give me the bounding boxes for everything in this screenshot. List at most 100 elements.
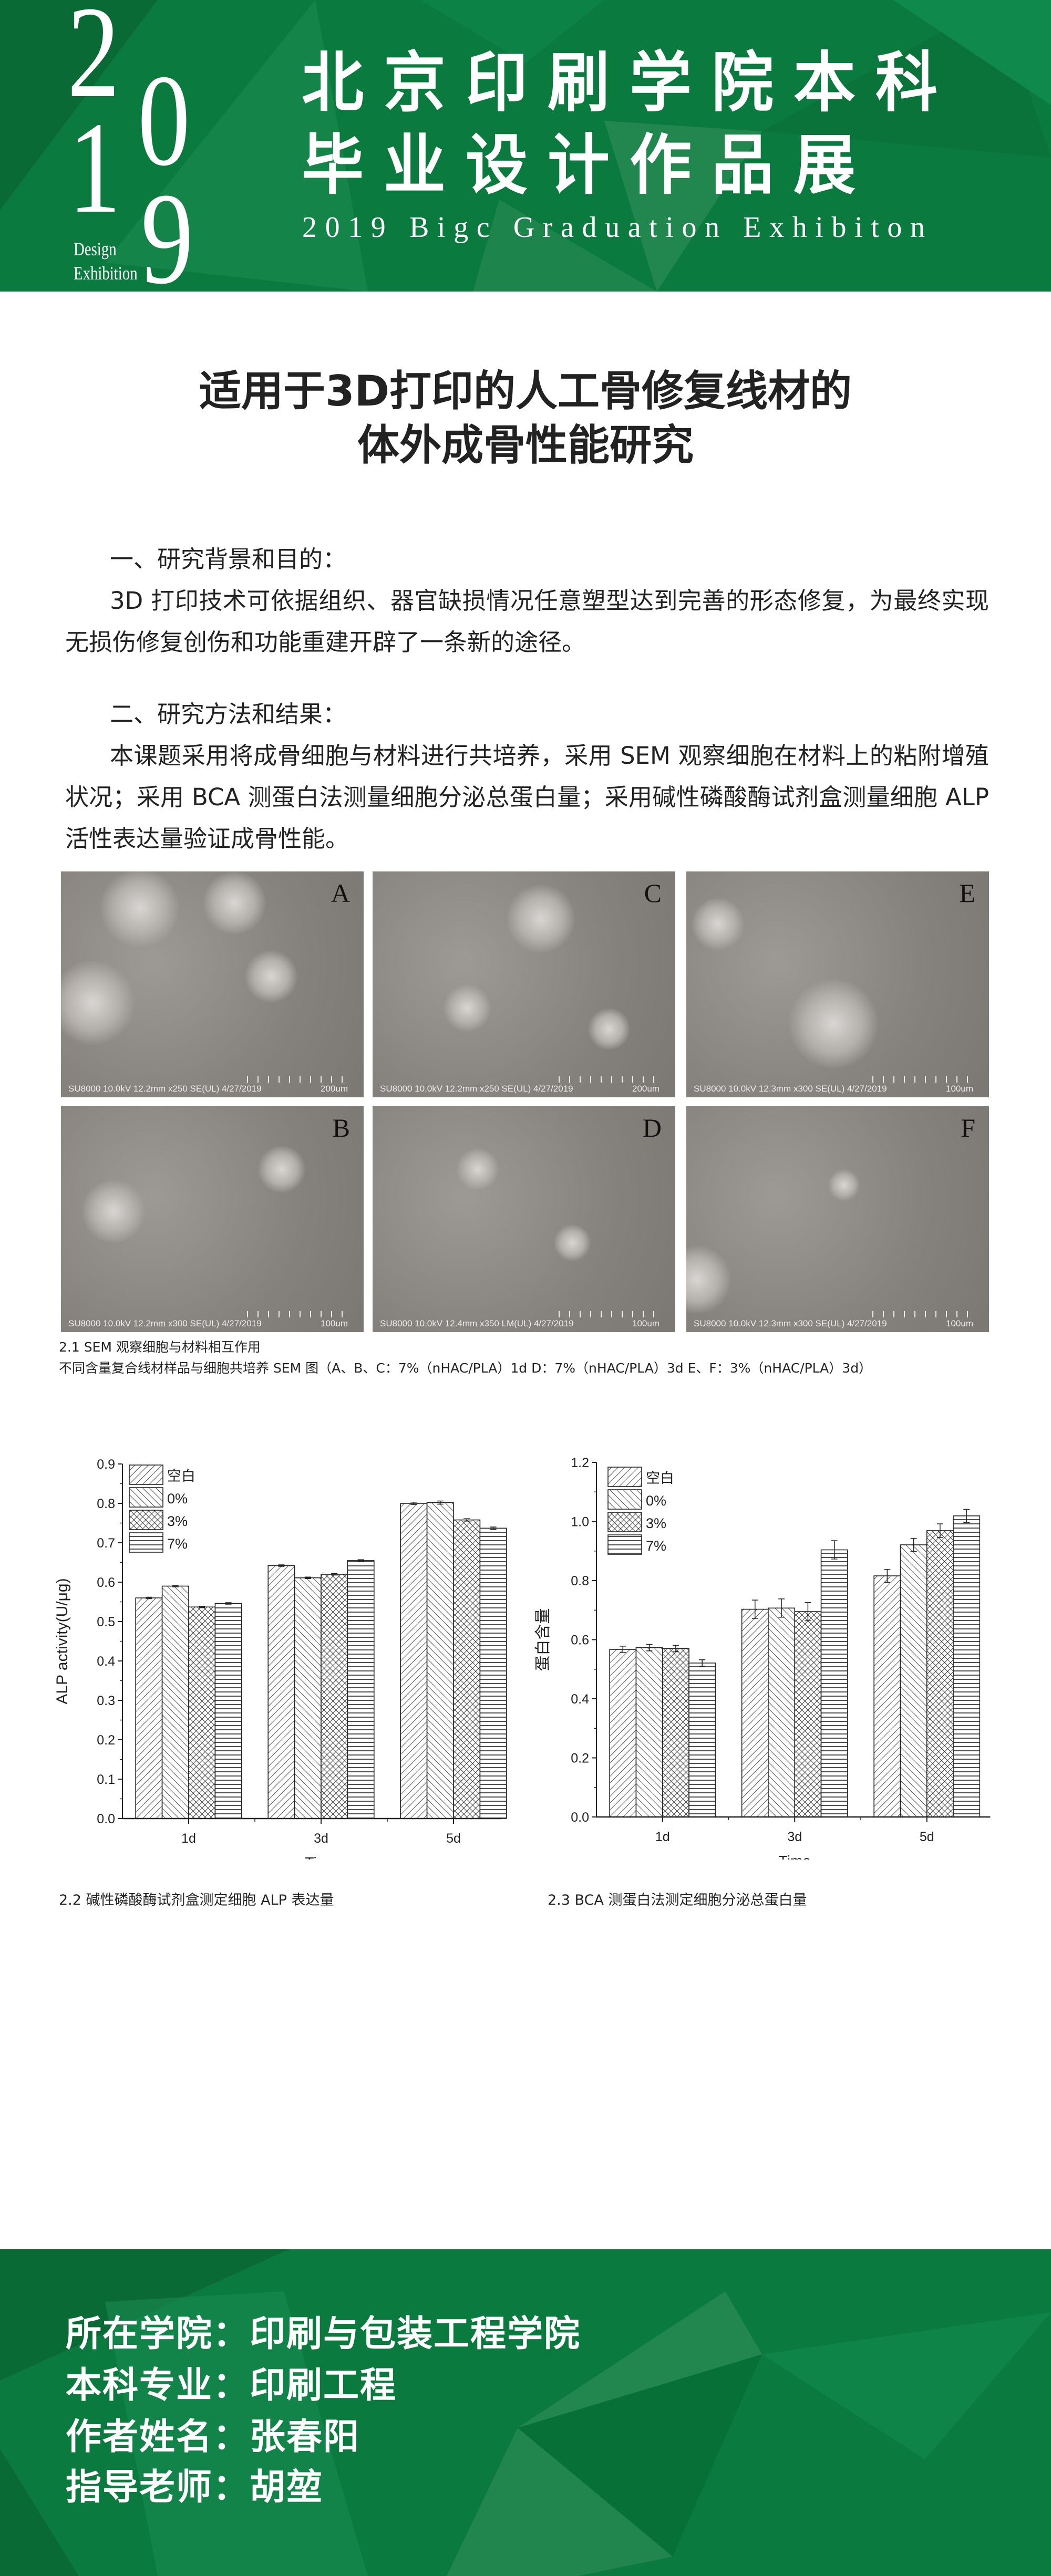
bar-空白-5d bbox=[873, 1575, 901, 1817]
y-axis-title: ALP activity(U/μg) bbox=[54, 1578, 71, 1704]
bca-chart-caption: 2.3 BCA 测蛋白法测定细胞分泌总蛋白量 bbox=[548, 1892, 807, 1908]
y-tick-label: 0.8 bbox=[97, 1497, 115, 1511]
legend-label: 7% bbox=[167, 1536, 188, 1552]
section2-text: 本课题采用将成骨细胞与材料进行共培养，采用 SEM 观察细胞在材料上的粘附增殖状… bbox=[65, 742, 989, 853]
section1-text: 3D 打印技术可依据组织、器官缺损情况任意塑型达到完善的形态修复，为最终实现无损… bbox=[65, 587, 989, 656]
bar-0%-1d bbox=[161, 1585, 189, 1819]
y-tick-label: 0.4 bbox=[97, 1654, 115, 1669]
y-tick-label: 0.1 bbox=[97, 1772, 115, 1787]
bar-3%-3d bbox=[321, 1574, 348, 1819]
y-tick-label: 1.0 bbox=[571, 1515, 589, 1530]
scale-bar bbox=[247, 1311, 352, 1317]
sem-image-c: C SU8000 10.0kV 12.2mm x250 SE(UL) 4/27/… bbox=[373, 871, 675, 1097]
bar-7%-1d bbox=[214, 1603, 242, 1819]
author-info: 作者姓名：张春阳 bbox=[66, 2416, 360, 2458]
legend-swatch bbox=[607, 1489, 642, 1510]
y-tick-label: 0.8 bbox=[571, 1574, 589, 1588]
sem-image-e: E SU8000 10.0kV 12.3mm x300 SE(UL) 4/27/… bbox=[686, 871, 989, 1097]
bar-空白-5d bbox=[400, 1503, 428, 1819]
legend-swatch bbox=[129, 1487, 163, 1508]
cell-cluster bbox=[686, 1245, 731, 1314]
y-tick-label: 1.2 bbox=[571, 1456, 589, 1470]
sem-info: SU8000 10.0kV 12.4mm x350 LM(UL) 4/27/20… bbox=[380, 1318, 574, 1328]
sem-scale: 200um bbox=[321, 1084, 348, 1094]
y-tick-label: 0.7 bbox=[97, 1536, 115, 1551]
x-tick-label: 5d bbox=[920, 1830, 934, 1844]
legend-swatch bbox=[129, 1464, 163, 1485]
x-tick-label: 3d bbox=[787, 1830, 802, 1844]
design-label: Design bbox=[74, 238, 117, 259]
sem-image-f: F SU8000 10.0kV 12.3mm x300 SE(UL) 4/27/… bbox=[686, 1106, 989, 1332]
sem-panel-label: F bbox=[961, 1113, 975, 1142]
cell-cluster bbox=[444, 984, 491, 1032]
bar-空白-1d bbox=[609, 1649, 637, 1817]
sem-scale: 100um bbox=[321, 1318, 348, 1328]
sem-scale: 100um bbox=[632, 1318, 660, 1328]
sem-info: SU8000 10.0kV 12.2mm x250 SE(UL) 4/27/20… bbox=[380, 1084, 573, 1094]
bar-3%-5d bbox=[926, 1530, 954, 1817]
bar-空白-3d bbox=[741, 1608, 769, 1817]
y-tick-label: 0.0 bbox=[571, 1810, 589, 1825]
sem-info: SU8000 10.0kV 12.2mm x250 SE(UL) 4/27/20… bbox=[68, 1084, 262, 1094]
sem-panel-label: E bbox=[959, 878, 975, 908]
y-tick-label: 0.4 bbox=[571, 1692, 589, 1707]
exhibition-label: Exhibition bbox=[74, 263, 138, 284]
cell-cluster bbox=[507, 885, 575, 953]
cell-cluster bbox=[258, 1146, 305, 1193]
bar-7%-5d bbox=[953, 1515, 981, 1817]
scale-bar bbox=[872, 1076, 977, 1083]
y-tick-label: 0.5 bbox=[97, 1615, 115, 1629]
bar-0%-5d bbox=[900, 1544, 928, 1817]
cell-cluster bbox=[789, 979, 878, 1068]
bar-0%-3d bbox=[294, 1577, 322, 1819]
legend-label: 0% bbox=[646, 1493, 666, 1509]
polygon-background bbox=[0, 2249, 1051, 2576]
college-info: 所在学院：印刷与包装工程学院 bbox=[66, 2313, 581, 2355]
y-tick-label: 0.2 bbox=[97, 1733, 115, 1748]
alp-bar-chart: 0.0 0.1 0.2 0.3 0.4 0.5 0.6 0.7 0.8 0.9 1d 3d 5d Time… bbox=[54, 1457, 507, 1860]
bar-3%-1d bbox=[188, 1606, 216, 1819]
sem-panel-label: D bbox=[642, 1113, 662, 1142]
x-tick-label: 1d bbox=[181, 1831, 196, 1846]
sem-info: SU8000 10.0kV 12.3mm x300 SE(UL) 4/27/20… bbox=[694, 1318, 887, 1328]
sem-image-b: B SU8000 10.0kV 12.2mm x300 SE(UL) 4/27/… bbox=[61, 1106, 364, 1332]
sem-image-a: A SU8000 10.0kV 12.2mm x250 SE(UL) 4/27/… bbox=[61, 871, 364, 1097]
exhibition-subtitle: 2019 Bigc Graduation Exhibiton bbox=[302, 211, 933, 244]
legend-swatch bbox=[607, 1467, 642, 1487]
poster-header: 2 0 1 9 Design Exhibition 北京印刷学院本科 毕业设计作… bbox=[0, 0, 1051, 292]
legend-swatch bbox=[129, 1510, 163, 1530]
legend-swatch bbox=[607, 1534, 642, 1555]
bar-7%-3d bbox=[820, 1549, 848, 1817]
bar-3%-1d bbox=[662, 1648, 689, 1817]
bar-3%-3d bbox=[794, 1611, 822, 1817]
sem-scale: 100um bbox=[946, 1318, 973, 1328]
y-tick-label: 0.2 bbox=[571, 1751, 589, 1766]
exhibition-title-line2: 毕业设计作品展 bbox=[302, 126, 876, 203]
major-info: 本科专业：印刷工程 bbox=[66, 2365, 397, 2406]
sem-scale: 100um bbox=[946, 1084, 973, 1094]
y-tick-label: 0.3 bbox=[97, 1694, 115, 1708]
poster-footer: 所在学院：印刷与包装工程学院 本科专业：印刷工程 作者姓名：张春阳 指导老师：胡… bbox=[0, 2249, 1051, 2576]
cell-cluster bbox=[554, 1224, 591, 1261]
year-digit: 0 bbox=[138, 48, 190, 193]
cell-cluster bbox=[245, 950, 297, 1003]
cell-cluster bbox=[203, 871, 266, 934]
year-digit: 2 bbox=[67, 0, 120, 125]
bar-空白-3d bbox=[267, 1565, 295, 1819]
sem-scale: 200um bbox=[632, 1084, 660, 1094]
scale-bar bbox=[247, 1076, 352, 1083]
bar-0%-3d bbox=[768, 1607, 796, 1817]
y-tick-label: 0.6 bbox=[97, 1575, 115, 1590]
x-axis-title: Time bbox=[305, 1854, 337, 1860]
year-digit: 1 bbox=[68, 95, 121, 241]
cell-cluster bbox=[588, 1008, 630, 1050]
polygon-background bbox=[0, 0, 1051, 292]
paper-title-line2: 体外成骨性能研究 bbox=[357, 421, 694, 470]
legend-swatch bbox=[607, 1512, 642, 1532]
bar-3%-5d bbox=[453, 1519, 481, 1819]
y-tick-label: 0.6 bbox=[571, 1633, 589, 1648]
cell-cluster bbox=[61, 961, 135, 1045]
legend-label: 空白 bbox=[167, 1468, 195, 1484]
legend-label: 7% bbox=[646, 1538, 666, 1554]
bar-7%-5d bbox=[479, 1528, 507, 1819]
